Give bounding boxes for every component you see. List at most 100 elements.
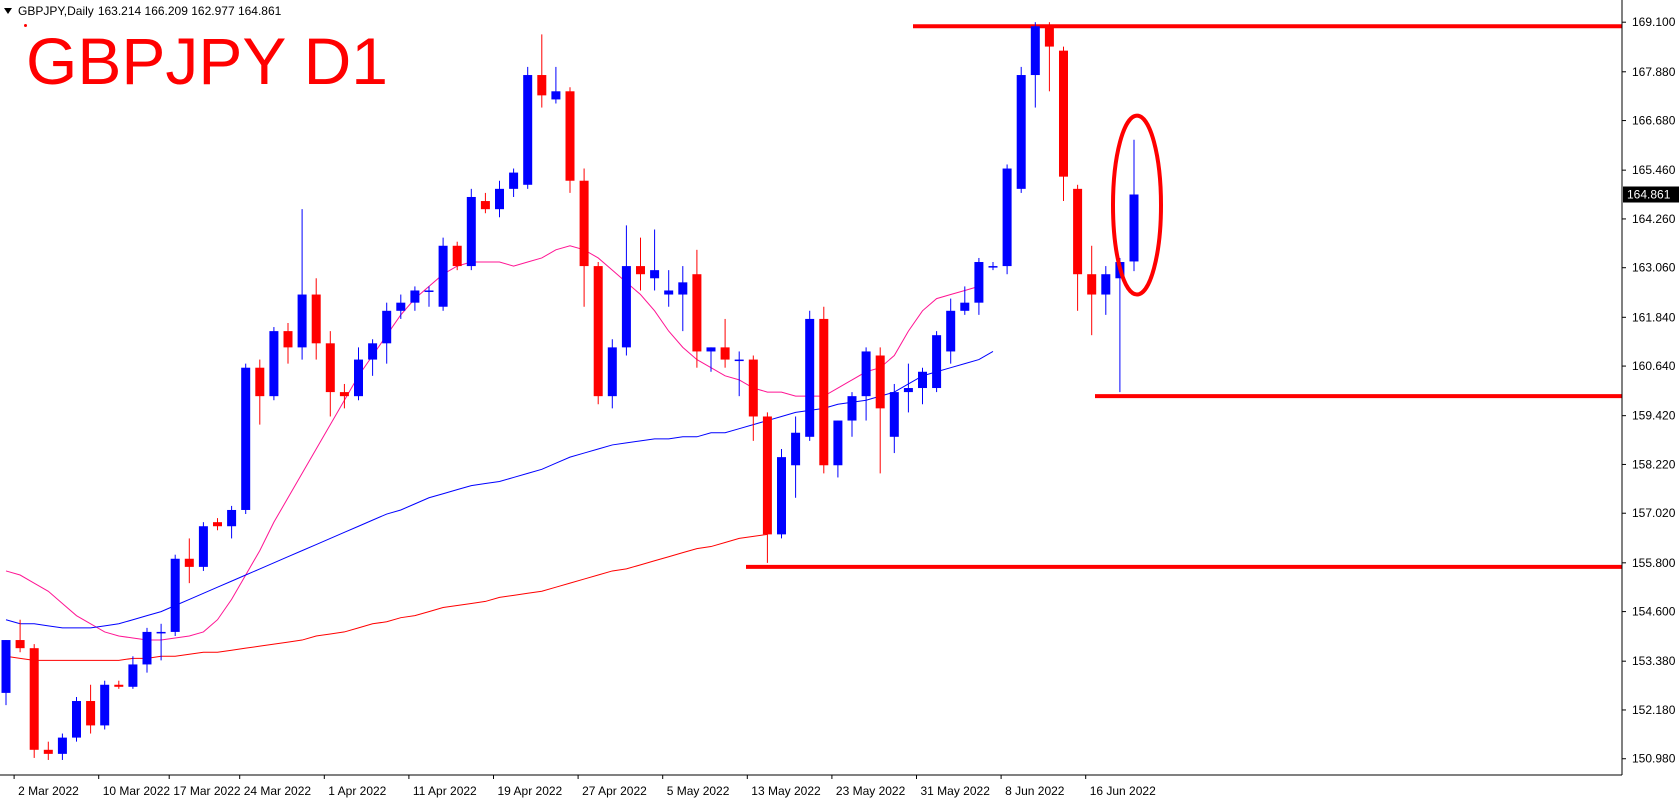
candle-body [621,266,631,348]
candle-body [57,737,67,754]
candle-body [15,640,25,649]
y-tick-label: 164.260 [1632,212,1676,226]
y-tick-label: 166.680 [1632,114,1676,128]
candle-body [184,558,194,567]
candle-body [283,331,293,348]
candle-body [833,420,843,466]
highlight-ellipse [1111,113,1163,297]
candle-body [424,290,434,292]
chart-header: GBPJPY,Daily 163.214 166.209 162.977 164… [4,4,281,18]
candle-body [1030,26,1040,76]
candle-body [339,392,349,397]
candle-body [156,631,166,634]
x-tick-label: 11 Apr 2022 [413,784,477,798]
current-price-label: 164.861 [1627,188,1671,202]
candle-body [142,631,152,665]
candlesticks [1,22,1139,760]
candle-body [579,180,589,267]
candle-body [29,648,39,750]
candle-body [128,664,138,687]
x-tick-label: 19 Apr 2022 [498,784,563,798]
candle-body [480,201,490,210]
candle-body [946,310,956,352]
y-tick-label: 155.800 [1632,556,1676,570]
x-tick-label: 13 May 2022 [751,784,821,798]
candle-body [213,522,222,527]
candle-body [636,266,645,275]
candle-body [988,266,998,268]
candle-body [819,318,829,466]
candle-body [297,294,307,348]
y-tick-label: 152.180 [1632,703,1676,717]
candle-body [551,91,561,100]
candle-body [227,509,237,527]
candle-body [1087,274,1097,295]
candle-body [650,270,660,279]
candle-body [100,684,110,726]
candle-body [889,392,899,437]
candle-body [1101,274,1111,295]
candle-body [396,302,406,311]
candle-body [198,526,208,567]
x-tick-label: 27 Apr 2022 [582,784,647,798]
y-tick-label: 165.460 [1632,163,1676,177]
y-tick-label: 154.600 [1632,605,1676,619]
y-tick-label: 157.020 [1632,506,1676,520]
y-tick-label: 153.380 [1632,654,1676,668]
candle-body [1129,194,1139,262]
candle-body [678,282,688,295]
candle-body [565,91,575,181]
candle-body [452,245,462,267]
candle-body [791,432,801,466]
y-tick-label: 160.640 [1632,359,1676,373]
x-tick-label: 16 Jun 2022 [1090,784,1156,798]
candle-body [1044,26,1054,47]
candle-body [1,640,11,693]
y-tick-label: 158.220 [1632,457,1676,471]
candle-body [523,75,533,185]
candle-body [875,355,885,409]
candle-body [734,359,744,362]
candle-body [368,343,378,360]
y-tick-label: 163.060 [1632,261,1676,275]
y-tick-label: 159.420 [1632,409,1676,423]
candle-body [43,749,53,754]
x-tick-label: 8 Jun 2022 [1005,784,1065,798]
current-price-badge [1623,186,1679,203]
candle-body [847,396,857,421]
candle-body [861,351,871,397]
annotations [1111,113,1163,297]
x-tick-label: 2 Mar 2022 [18,784,79,798]
x-tick-label: 5 May 2022 [667,784,730,798]
candle-body [269,331,279,397]
moving-average-line [5,351,994,629]
candle-body [311,294,321,344]
candle-body [974,262,984,303]
x-tick-label: 31 May 2022 [921,784,991,798]
x-tick-label: 17 Mar 2022 [173,784,241,798]
candle-body [241,367,251,510]
x-tick-label: 1 Apr 2022 [328,784,386,798]
candle-body [495,188,504,210]
candle-body [354,359,363,397]
candle-body [777,457,786,535]
candle-body [1073,188,1083,275]
candle-body [72,701,81,738]
y-tick-label: 167.880 [1632,65,1676,79]
candle-body [1016,75,1026,189]
x-tick-label: 23 May 2022 [836,784,906,798]
candle-body [918,371,927,389]
candle-body [170,558,180,632]
candle-body [748,359,758,417]
candle-body [692,274,702,352]
moving-average-line [5,533,768,661]
y-tick-label: 150.980 [1632,752,1676,766]
dropdown-triangle-icon[interactable] [4,8,12,14]
candle-body [720,347,730,360]
candle-body [932,335,942,389]
moving-averages [5,245,994,661]
candle-body [706,347,716,352]
y-tick-label: 169.100 [1632,15,1676,29]
